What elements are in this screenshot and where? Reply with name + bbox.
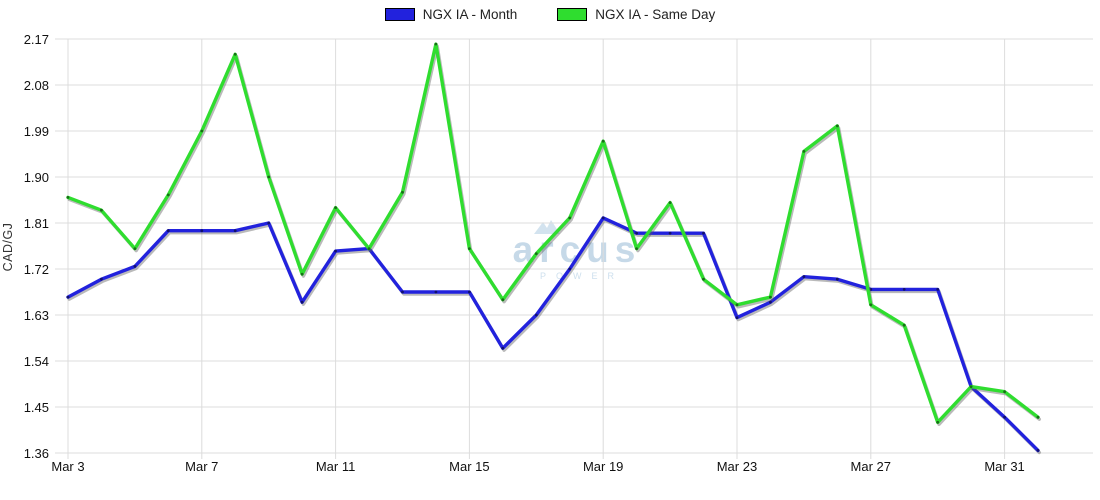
y-axis-tick-label: 1.36: [23, 445, 49, 461]
legend-item-ngx-ia-same-day[interactable]: NGX IA - Same Day: [557, 7, 715, 22]
x-axis-tick-label: Mar 15: [449, 459, 490, 474]
y-axis-tick-label: 1.45: [23, 399, 49, 415]
y-axis-tick-label: 1.99: [23, 123, 49, 139]
y-axis-tick-label: 2.17: [23, 31, 49, 47]
x-axis-tick-label: Mar 23: [716, 459, 758, 474]
y-axis-tick-label: 1.81: [23, 215, 49, 231]
y-axis-tick-label: 1.54: [23, 353, 49, 369]
legend-swatch-ngx-ia-same-day: [557, 8, 588, 21]
y-axis-tick-label: 1.90: [23, 169, 49, 185]
x-axis-tick-label: Mar 3: [51, 459, 85, 474]
x-axis-tick-label: Mar 31: [984, 459, 1025, 474]
y-axis-tick-label: 2.08: [23, 77, 49, 93]
legend-label-ngx-ia-month: NGX IA - Month: [422, 7, 518, 22]
x-axis-tick-label: Mar 19: [582, 459, 624, 474]
x-axis-tick-label: Mar 7: [185, 459, 219, 474]
y-axis-tick-label: 1.63: [23, 307, 49, 323]
legend-label-ngx-ia-same-day: NGX IA - Same Day: [595, 7, 716, 22]
chart-legend: NGX IA - Month NGX IA - Same Day: [0, 7, 1100, 22]
y-axis-labels: 1.36 1.45 1.54 1.63 1.72 1.81 1.90 1.99 2.08 2.17: [0, 0, 49, 500]
x-axis-tick-label: Mar 11: [315, 459, 356, 474]
legend-item-ngx-ia-month[interactable]: NGX IA - Month: [384, 7, 518, 22]
x-axis-tick-label: Mar 27: [850, 459, 891, 474]
y-axis-tick-label: 1.72: [23, 261, 49, 277]
legend-swatch-ngx-ia-month: [384, 8, 415, 21]
